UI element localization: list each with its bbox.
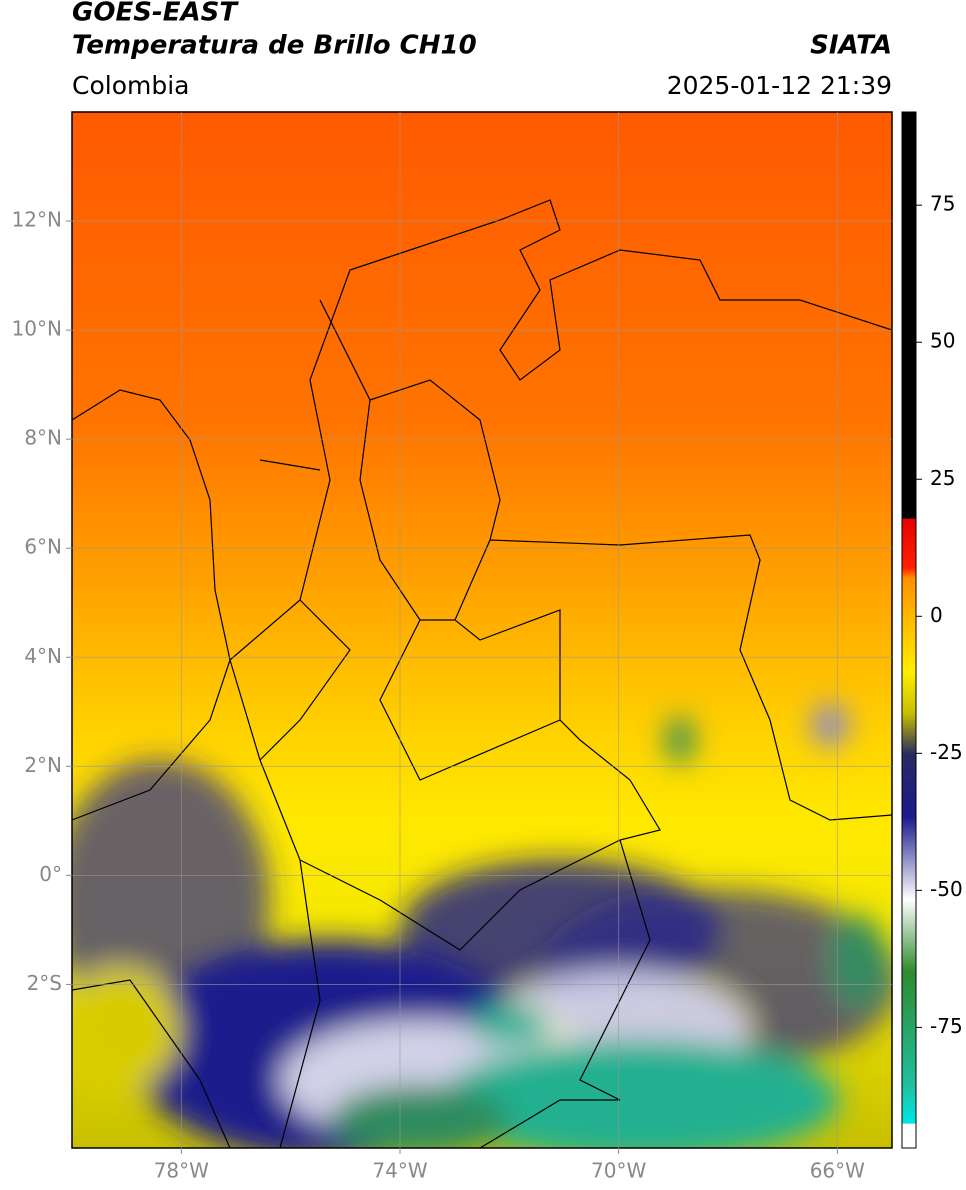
colorbar-tick-label: 0 (930, 603, 943, 627)
colorbar-tick-label: 25 (930, 466, 955, 490)
clouds (72, 703, 892, 1148)
y-tick-label: 2°N (24, 753, 62, 777)
source: SIATA (810, 31, 892, 61)
title: GOES-EAST (72, 0, 239, 28)
y-tick-label: 2°S (27, 971, 62, 995)
colorbar-tick-label: 75 (930, 192, 955, 216)
borders (72, 199, 892, 1148)
y-tick-label: 12°N (12, 208, 62, 232)
colorbar-tick-label: -75 (930, 1014, 963, 1038)
y-tick-label: 4°N (24, 644, 62, 668)
x-tick-label: 70°W (591, 1159, 646, 1183)
colorbar (901, 111, 917, 1149)
subtitle: Temperatura de Brillo CH10 (72, 31, 477, 61)
map-frame (71, 111, 893, 1149)
y-tick-label: 8°N (24, 426, 62, 450)
y-tick-label: 10°N (12, 317, 62, 341)
y-tick-label: 0° (39, 862, 62, 886)
colorbar-tick-label: -25 (930, 740, 963, 764)
colorbar-tick-label: 50 (930, 329, 955, 353)
map-area (72, 112, 892, 1148)
x-tick-label: 78°W (154, 1159, 209, 1183)
region: Colombia (72, 71, 189, 100)
y-tick-label: 6°N (24, 535, 62, 559)
colorbar-tick-label: -50 (930, 877, 963, 901)
x-tick-label: 66°W (810, 1159, 865, 1183)
x-tick-label: 74°W (372, 1159, 427, 1183)
datetime: 2025-01-12 21:39 (667, 71, 892, 100)
